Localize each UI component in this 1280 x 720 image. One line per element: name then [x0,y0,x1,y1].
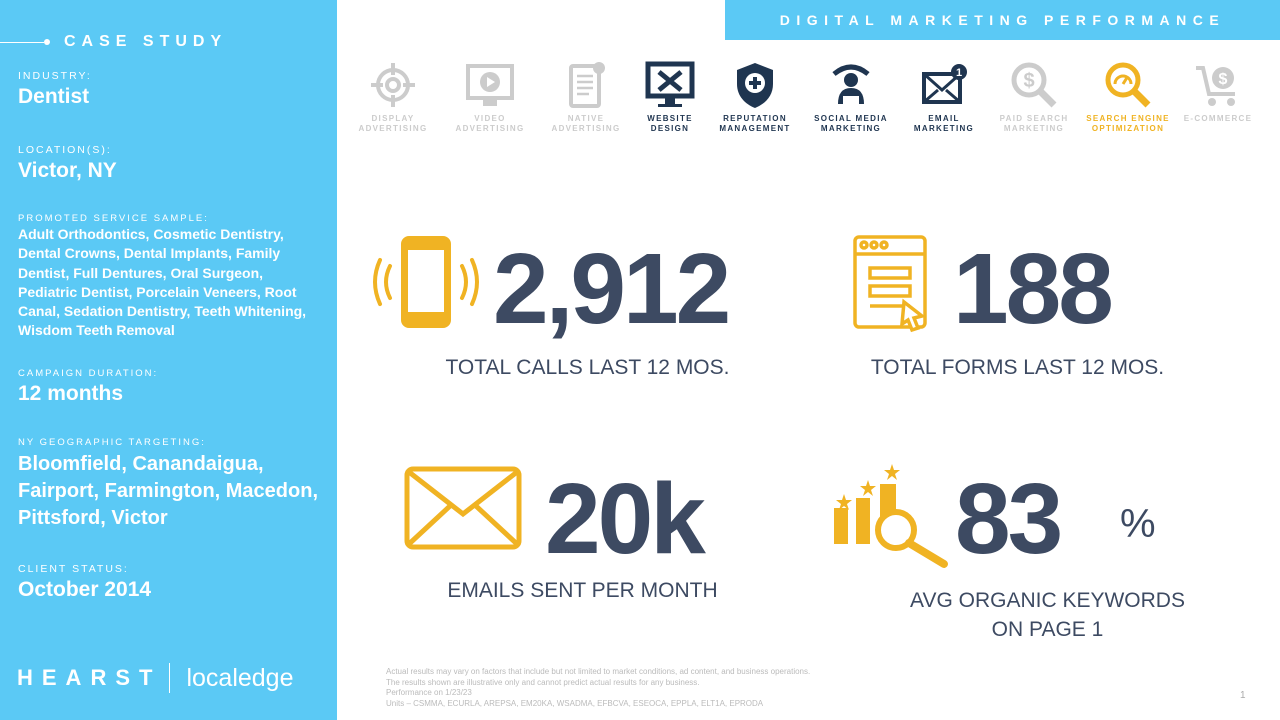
svg-text:1: 1 [956,67,962,79]
service-native: NATIVE ADVERTISING [538,60,634,134]
geographic-targeting: NY GEOGRAPHIC TARGETING: Bloomfield, Cana… [18,437,319,529]
shield-icon [737,63,773,108]
svg-text:$: $ [1023,70,1034,92]
service-email: 1 EMAIL MARKETING [896,60,992,134]
service-reputation: REPUTATION MANAGEMENT [707,60,803,134]
envelope-icon [404,466,522,550]
target-icon [371,63,415,107]
seo-ranking-icon [834,464,948,568]
service-search-engine: SEARCH ENGINE OPTIMIZATION [1080,60,1176,134]
service-social-media: SOCIAL MEDIA MARKETING [803,60,899,134]
dollar-search-icon: $ [1011,62,1057,108]
client-status: CLIENT STATUS: October 2014 [18,563,152,601]
service-video: VIDEO ADVERTISING [442,60,538,134]
keywords-label: AVG ORGANIC KEYWORDS ON PAGE 1 [910,589,1185,641]
service-label: EMAIL MARKETING [913,114,975,133]
location: LOCATION(S): Victor, NY [18,144,117,182]
service-label: E-COMMERCE [1183,114,1253,123]
service-label: SEARCH ENGINE OPTIMIZATION [1086,114,1170,133]
keywords-unit: % [1120,502,1156,546]
phone-icon [373,236,479,328]
web-form-icon [853,235,927,333]
service-e-commerce: $ E-COMMERCE [1170,60,1266,124]
header-banner: DIGITAL MARKETING PERFORMANCE [725,0,1280,40]
service-label: WEBSITE DESIGN [647,114,693,133]
cart-icon: $ [1196,66,1235,106]
calls-label: TOTAL CALLS LAST 12 MOS. [445,356,730,379]
service-label: REPUTATION MANAGEMENT [719,114,791,133]
disclaimer: Actual results may vary on factors that … [386,667,811,708]
service-label: DISPLAY ADVERTISING [358,114,428,133]
campaign-duration: CAMPAIGN DURATION: 12 months [18,368,159,405]
forms-label: TOTAL FORMS LAST 12 MOS. [870,356,1165,379]
service-label: VIDEO ADVERTISING [455,114,525,133]
service-label: NATIVE ADVERTISING [551,114,621,133]
service-paid-search: $ PAID SEARCH MARKETING [986,60,1082,134]
case-study-heading: CASE STUDY [0,33,227,51]
person-laptop-icon [832,64,870,106]
forms-value: 188 [953,233,1114,345]
keywords-value: 83 [955,463,1063,575]
emails-value: 20k [545,463,706,575]
gauge-search-icon [1105,62,1151,108]
sidebar: CASE STUDY INDUSTRY: Dentist LOCATION(S):… [0,0,337,720]
hearst-localedge-logo: HEARST localedge [17,663,294,693]
svg-text:$: $ [1219,71,1228,88]
tablet-icon [569,62,605,108]
service-display: DISPLAY ADVERTISING [345,60,441,134]
page-number: 1 [1240,690,1246,701]
envelope-icon: 1 [922,64,967,104]
industry: INDUSTRY: Dentist [18,70,92,108]
service-website: WEBSITE DESIGN [622,60,718,134]
video-icon [466,64,514,106]
calls-value: 2,912 [493,233,731,345]
emails-label: EMAILS SENT PER MONTH [447,579,718,602]
service-label: SOCIAL MEDIA MARKETING [814,114,888,133]
service-label: PAID SEARCH MARKETING [999,114,1069,133]
monitor-tools-icon [645,61,695,107]
promoted-services: PROMOTED SERVICE SAMPLE: Adult Orthodonti… [18,213,307,339]
